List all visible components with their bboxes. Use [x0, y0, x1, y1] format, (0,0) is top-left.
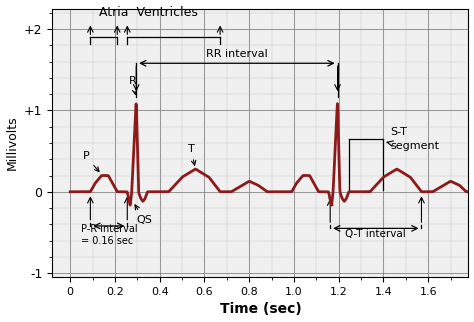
- Text: RR interval: RR interval: [206, 49, 268, 59]
- Text: Q-T interval: Q-T interval: [346, 229, 406, 239]
- Text: P-R interval: P-R interval: [82, 224, 138, 234]
- Text: R: R: [129, 76, 137, 94]
- Text: T: T: [188, 144, 196, 165]
- Text: S-T: S-T: [390, 127, 407, 137]
- Text: QS: QS: [135, 205, 152, 224]
- Text: P: P: [82, 151, 99, 172]
- Text: = 0.16 sec: = 0.16 sec: [82, 236, 134, 246]
- Y-axis label: Millivolts: Millivolts: [6, 116, 18, 170]
- X-axis label: Time (sec): Time (sec): [219, 302, 301, 317]
- Text: Atria  Ventricles: Atria Ventricles: [99, 6, 198, 19]
- Text: segment: segment: [390, 141, 439, 151]
